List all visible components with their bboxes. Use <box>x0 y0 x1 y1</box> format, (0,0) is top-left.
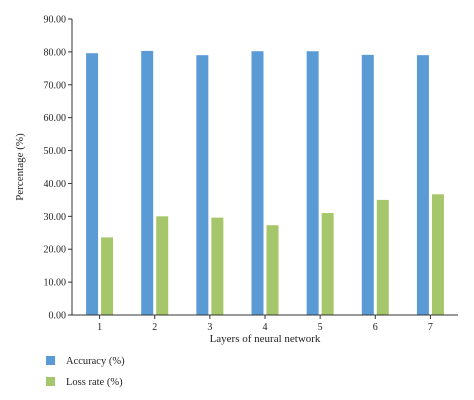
y-tick-label: 40.00 <box>44 179 67 190</box>
loss-rate-bar-6 <box>376 199 389 315</box>
y-tick-label: 30.00 <box>44 212 67 223</box>
y-tick-label: 20.00 <box>44 245 67 256</box>
x-tick-label: 7 <box>428 322 433 333</box>
loss-rate-bar-7 <box>431 194 444 315</box>
loss-rate-bar-2 <box>156 216 169 315</box>
legend: Accuracy (%) Loss rate (%) <box>46 356 125 388</box>
loss-rate-bar-4 <box>266 225 279 315</box>
y-tick-label: 0.00 <box>49 311 67 322</box>
accuracy-bar-4 <box>251 51 264 315</box>
accuracy-bar-2 <box>141 50 154 315</box>
x-tick-label: 4 <box>263 322 268 333</box>
y-axis-title: Percentage (%) <box>14 133 26 201</box>
legend-swatch-accuracy <box>46 356 55 365</box>
accuracy-bar-5 <box>306 51 319 315</box>
legend-label-accuracy: Accuracy (%) <box>66 356 125 367</box>
bars-group <box>86 50 444 316</box>
x-tick-label: 2 <box>152 322 157 333</box>
x-axis-title: Layers of neural network <box>210 333 321 345</box>
y-ticks-group: 0.00 10.00 20.00 30.00 40.00 50.00 60.00 70.00 8… <box>44 15 72 322</box>
loss-rate-bar-1 <box>101 237 114 315</box>
x-ticks-group: 1 2 3 4 5 6 7 <box>97 315 433 333</box>
x-tick-label: 6 <box>373 322 378 333</box>
legend-swatch-loss-rate <box>46 377 55 386</box>
loss-rate-bar-5 <box>321 213 334 315</box>
loss-rate-bar-3 <box>211 217 224 315</box>
x-tick-label: 5 <box>318 322 323 333</box>
accuracy-bar-7 <box>416 55 429 316</box>
accuracy-bar-6 <box>361 54 374 316</box>
y-tick-label: 70.00 <box>44 80 67 91</box>
y-tick-label: 90.00 <box>44 15 67 26</box>
y-tick-label: 10.00 <box>44 278 67 289</box>
axes-group <box>71 19 458 316</box>
x-tick-label: 3 <box>207 322 212 333</box>
accuracy-bar-3 <box>196 55 209 316</box>
x-tick-label: 1 <box>97 322 102 333</box>
legend-label-loss-rate: Loss rate (%) <box>66 377 123 388</box>
y-tick-label: 80.00 <box>44 47 67 58</box>
accuracy-bar-1 <box>86 53 99 316</box>
y-tick-label: 50.00 <box>44 146 67 157</box>
y-tick-label: 60.00 <box>44 113 67 124</box>
